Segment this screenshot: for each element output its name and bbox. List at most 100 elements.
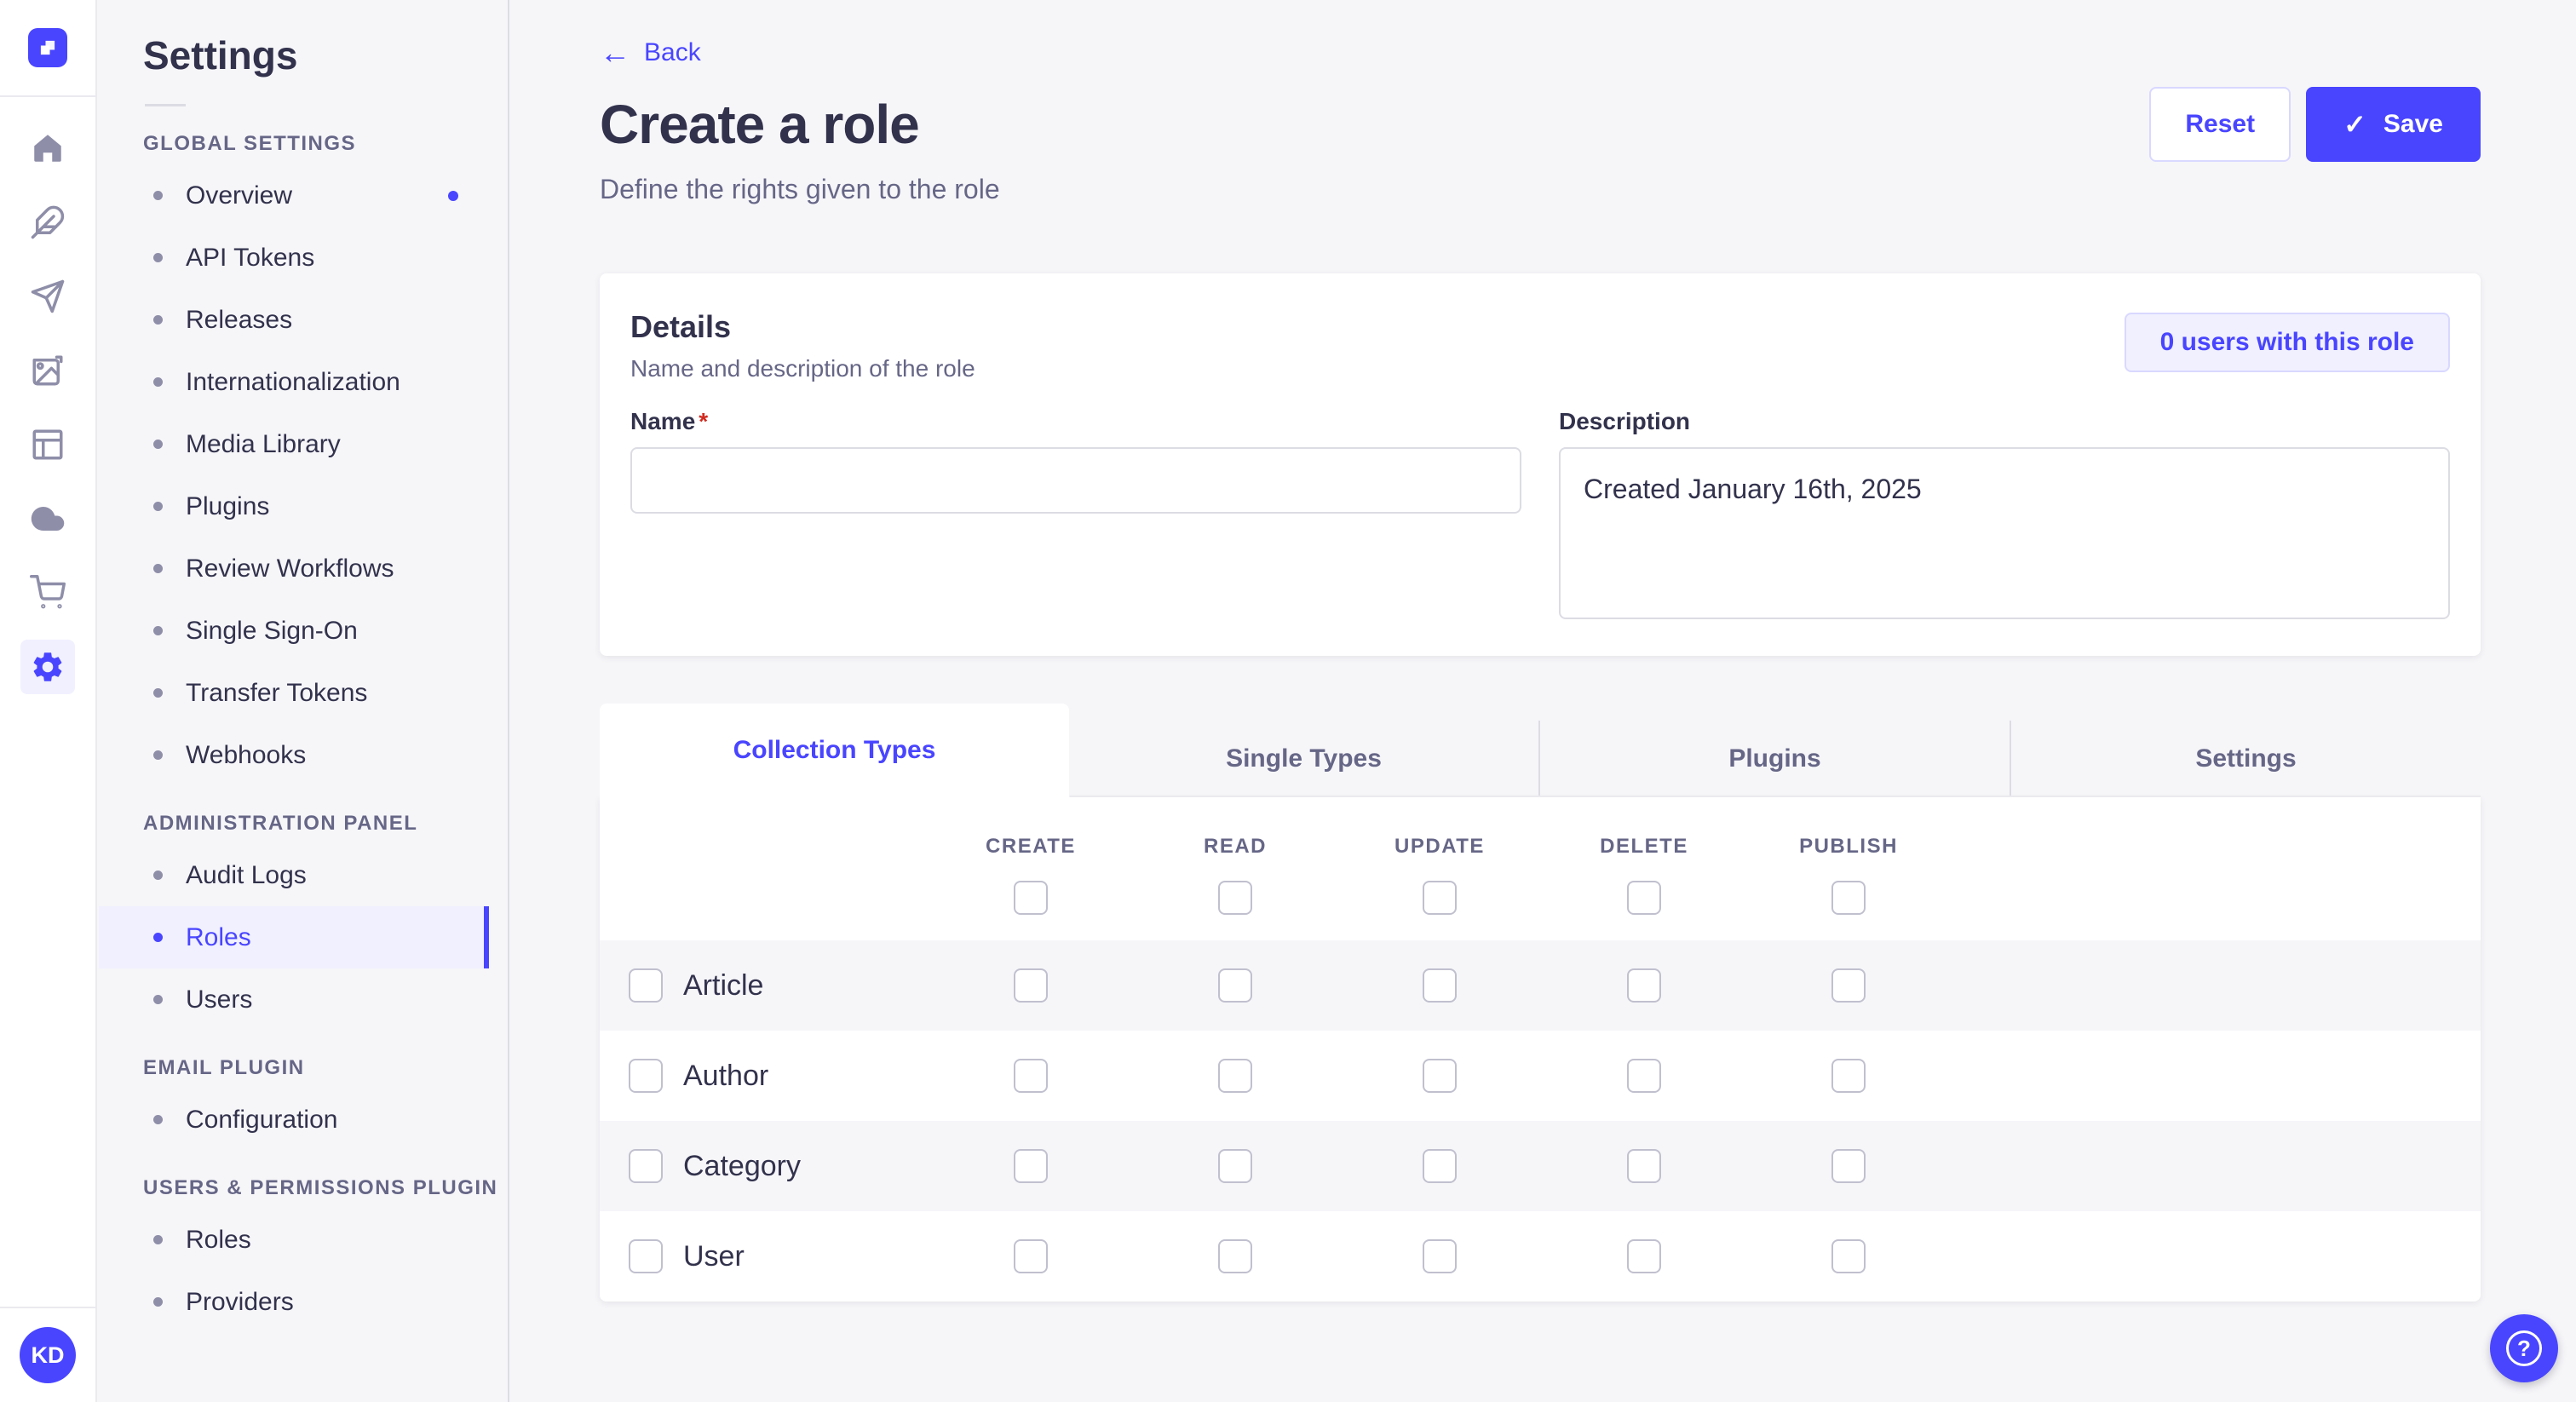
checkbox-user-read[interactable]: [1218, 1239, 1252, 1273]
strapi-logo-icon[interactable]: [28, 28, 67, 67]
avatar[interactable]: KD: [20, 1327, 76, 1383]
left-arrow-icon: ←: [600, 35, 630, 70]
description-field-group: Description Created January 16th, 2025: [1559, 408, 2450, 623]
sidebar-item-label: Overview: [186, 181, 293, 210]
checkbox-article-delete[interactable]: [1627, 968, 1661, 1003]
tab-collection-types[interactable]: Collection Types: [600, 704, 1069, 797]
permission-cell: [1746, 1059, 1951, 1093]
sidebar-item-users[interactable]: Users: [99, 968, 489, 1031]
tab-settings[interactable]: Settings: [2010, 721, 2481, 797]
sidebar-item-label: Providers: [186, 1287, 294, 1316]
role-description-textarea[interactable]: Created January 16th, 2025: [1559, 447, 2450, 619]
select-all-checkbox-read[interactable]: [1218, 881, 1252, 915]
sidebar-item-roles[interactable]: Roles: [99, 1209, 489, 1271]
details-header: Details Name and description of the role…: [630, 309, 2450, 382]
sidebar-item-webhooks[interactable]: Webhooks: [99, 724, 489, 786]
users-with-role-button[interactable]: 0 users with this role: [2124, 313, 2450, 372]
select-all-checkbox-delete[interactable]: [1627, 881, 1661, 915]
checkbox-category-update[interactable]: [1423, 1149, 1457, 1183]
select-all-checkbox-publish[interactable]: [1831, 881, 1866, 915]
checkbox-article-read[interactable]: [1218, 968, 1252, 1003]
checkbox-user-create[interactable]: [1014, 1239, 1048, 1273]
cloud-icon[interactable]: [20, 491, 75, 546]
media-library-icon[interactable]: [20, 343, 75, 398]
column-header-cell: READ: [1133, 835, 1337, 859]
row-select-checkbox-user[interactable]: [629, 1239, 663, 1273]
rail-logo-area: [0, 0, 95, 97]
save-label: Save: [2383, 110, 2443, 138]
column-header-cell: CREATE: [929, 835, 1133, 859]
checkbox-author-update[interactable]: [1423, 1059, 1457, 1093]
sidebar-item-label: Webhooks: [186, 740, 307, 769]
checkbox-author-read[interactable]: [1218, 1059, 1252, 1093]
paper-plane-icon[interactable]: [20, 269, 75, 324]
sidebar-item-configuration[interactable]: Configuration: [99, 1089, 489, 1151]
sidebar-item-releases[interactable]: Releases: [99, 289, 489, 351]
subnav-title: Settings: [143, 33, 298, 78]
sidebar-item-label: Internationalization: [186, 367, 400, 396]
checkbox-article-update[interactable]: [1423, 968, 1457, 1003]
help-button[interactable]: ?: [2490, 1314, 2558, 1382]
back-link[interactable]: ← Back: [600, 37, 701, 68]
sidebar-item-api-tokens[interactable]: API Tokens: [99, 227, 489, 289]
role-name-input[interactable]: [630, 447, 1521, 514]
checkbox-article-publish[interactable]: [1831, 968, 1866, 1003]
permission-cell: [1542, 968, 1746, 1003]
sidebar-item-overview[interactable]: Overview: [99, 164, 489, 227]
checkbox-author-delete[interactable]: [1627, 1059, 1661, 1093]
row-label-article: Article: [683, 968, 764, 1002]
sidebar-item-plugins[interactable]: Plugins: [99, 475, 489, 537]
row-lead: Article: [629, 968, 929, 1003]
checkbox-user-update[interactable]: [1423, 1239, 1457, 1273]
bullet-icon: [153, 564, 163, 573]
select-all-checkbox-update[interactable]: [1423, 881, 1457, 915]
bullet-icon: [153, 1115, 163, 1124]
permission-cell: [1542, 1239, 1746, 1273]
sidebar-item-review-workflows[interactable]: Review Workflows: [99, 537, 489, 600]
checkbox-category-delete[interactable]: [1627, 1149, 1661, 1183]
page-subtitle: Define the rights given to the role: [600, 174, 1000, 204]
nav-section-label-administration-panel: ADMINISTRATION PANEL: [143, 812, 418, 835]
sidebar-item-transfer-tokens[interactable]: Transfer Tokens: [99, 662, 489, 724]
back-label: Back: [644, 38, 701, 66]
checkbox-article-create[interactable]: [1014, 968, 1048, 1003]
tab-single-types[interactable]: Single Types: [1226, 744, 1382, 773]
marketplace-cart-icon[interactable]: [20, 566, 75, 620]
sidebar-item-single-sign-on[interactable]: Single Sign-On: [99, 600, 489, 662]
details-subheading: Name and description of the role: [630, 355, 975, 382]
sidebar-item-providers[interactable]: Providers: [99, 1271, 489, 1333]
reset-button[interactable]: Reset: [2149, 87, 2291, 162]
layout-icon[interactable]: [20, 417, 75, 472]
settings-subnav: Settings GLOBAL SETTINGS Overview API Toke…: [99, 0, 509, 1402]
checkbox-user-publish[interactable]: [1831, 1239, 1866, 1273]
sidebar-item-media-library[interactable]: Media Library: [99, 413, 489, 475]
column-header-delete: DELETE: [1600, 835, 1688, 858]
row-lead: Category: [629, 1149, 929, 1183]
sidebar-item-label: Plugins: [186, 491, 270, 520]
checkbox-category-create[interactable]: [1014, 1149, 1048, 1183]
circled-question-mark-icon: ?: [2506, 1330, 2542, 1366]
select-all-checkbox-create[interactable]: [1014, 881, 1048, 915]
settings-gear-icon[interactable]: [20, 640, 75, 694]
sidebar-item-audit-logs[interactable]: Audit Logs: [99, 844, 489, 906]
home-icon[interactable]: [20, 121, 75, 175]
row-select-checkbox-author[interactable]: [629, 1059, 663, 1093]
save-button[interactable]: ✓ Save: [2306, 87, 2481, 162]
row-select-checkbox-category[interactable]: [629, 1149, 663, 1183]
sidebar-item-roles[interactable]: Roles: [99, 906, 489, 968]
checkbox-category-read[interactable]: [1218, 1149, 1252, 1183]
checkbox-author-create[interactable]: [1014, 1059, 1048, 1093]
checkbox-author-publish[interactable]: [1831, 1059, 1866, 1093]
bullet-icon: [153, 377, 163, 387]
title-row: Create a role Reset ✓ Save: [600, 87, 2481, 162]
nav-section-label-users-permissions-plugin: USERS & PERMISSIONS PLUGIN: [143, 1176, 498, 1199]
permission-cell: [1133, 1149, 1337, 1183]
sidebar-item-label: Roles: [186, 1225, 251, 1254]
tab-plugins[interactable]: Plugins: [1538, 721, 2010, 797]
row-select-checkbox-article[interactable]: [629, 968, 663, 1003]
feather-icon[interactable]: [20, 195, 75, 250]
sidebar-item-internationalization[interactable]: Internationalization: [99, 351, 489, 413]
permission-cell: [1133, 968, 1337, 1003]
checkbox-category-publish[interactable]: [1831, 1149, 1866, 1183]
checkbox-user-delete[interactable]: [1627, 1239, 1661, 1273]
